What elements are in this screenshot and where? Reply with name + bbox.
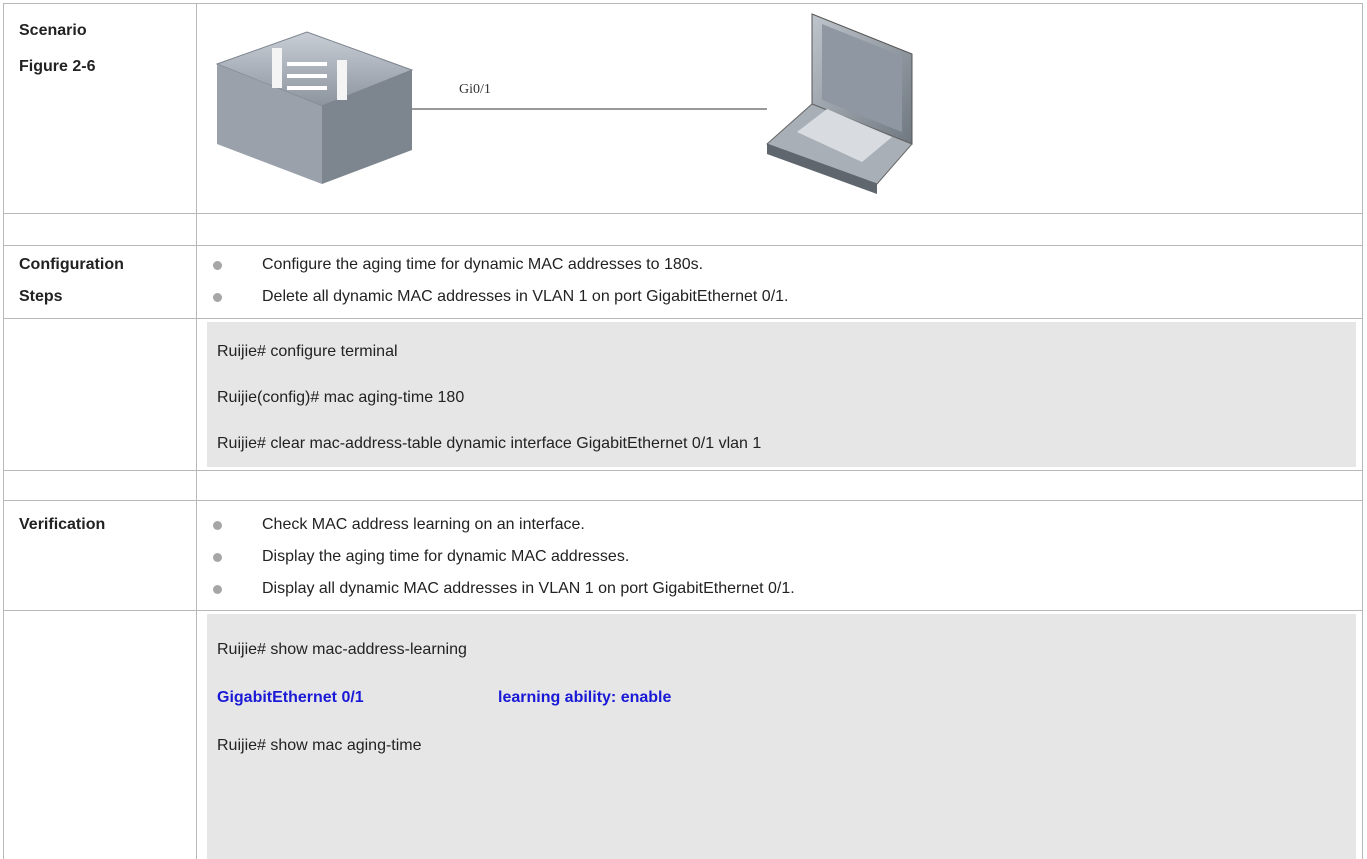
code-line: Ruijie# configure terminal: [217, 343, 398, 360]
row-label: Steps: [19, 288, 63, 305]
rule: [3, 245, 1362, 246]
rule: [3, 318, 1362, 319]
code-line: Ruijie# show mac-address-learning: [217, 641, 467, 658]
code-output: learning ability: enable: [498, 689, 672, 706]
code-line: Ruijie# clear mac-address-table dynamic …: [217, 435, 762, 452]
code-block: [207, 614, 1356, 859]
rule: [196, 3, 197, 859]
bullet-dot: [213, 585, 222, 594]
code-block: [207, 322, 1356, 467]
code-line: Ruijie# show mac aging-time: [217, 737, 422, 754]
code-output: GigabitEthernet 0/1: [217, 689, 364, 706]
rule: [3, 213, 1362, 214]
row-label: Configuration: [19, 256, 124, 273]
topology-diagram: Gi0/1: [215, 13, 913, 194]
bullet-text: Delete all dynamic MAC addresses in VLAN…: [262, 288, 789, 305]
laptop-icon: [766, 13, 913, 194]
bullet-dot: [213, 261, 222, 270]
rule: [1362, 3, 1363, 859]
bullet-text: Display the aging time for dynamic MAC a…: [262, 548, 630, 565]
rule: [3, 470, 1362, 471]
row-label: Verification: [19, 516, 106, 533]
bullet-dot: [213, 521, 222, 530]
port-label: Gi0/1: [459, 82, 491, 97]
rule: [3, 3, 4, 859]
bullet-text: Check MAC address learning on an interfa…: [262, 516, 585, 533]
bullet-dot: [213, 553, 222, 562]
bullet-text: Configure the aging time for dynamic MAC…: [262, 256, 704, 273]
rule: [3, 500, 1362, 501]
row-label: Scenario: [19, 22, 87, 39]
bullet-text: Display all dynamic MAC addresses in VLA…: [262, 580, 795, 597]
row-label: Figure 2-6: [19, 58, 96, 75]
code-line: Ruijie(config)# mac aging-time 180: [217, 389, 465, 406]
switch-icon: [215, 31, 414, 184]
rule: [3, 3, 1362, 4]
rule: [3, 610, 1362, 611]
bullet-dot: [213, 293, 222, 302]
